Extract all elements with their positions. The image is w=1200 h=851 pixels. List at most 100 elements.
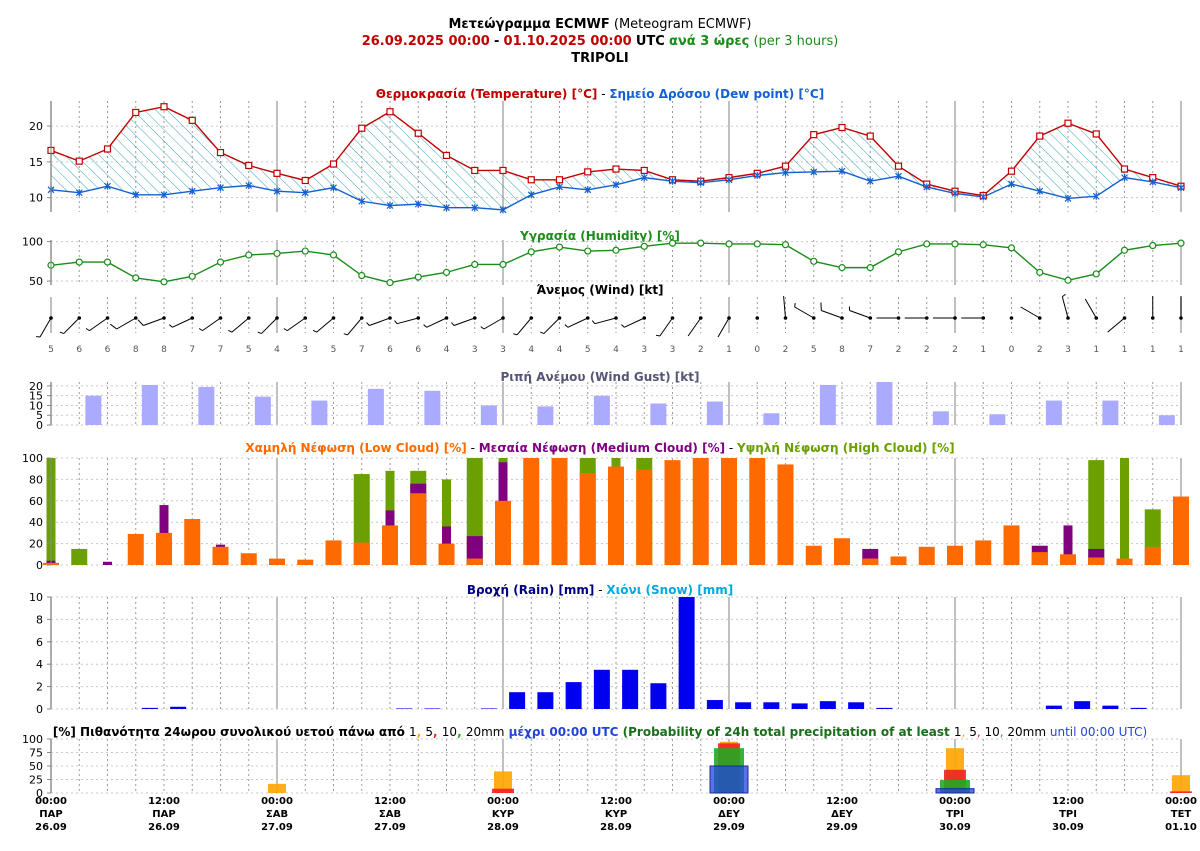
wind-speed-label: 2 xyxy=(698,345,704,355)
x-axis-date: 28.09 xyxy=(600,822,632,833)
wind-barb xyxy=(904,316,929,320)
wind-barb xyxy=(110,316,138,330)
dewpoint-point xyxy=(866,177,874,185)
wind-barb-shaft xyxy=(286,317,306,332)
wind-barb xyxy=(366,316,392,326)
wind-barb-flag xyxy=(540,331,545,335)
wind-barb xyxy=(621,316,647,328)
cloud-y-tick-label: 20 xyxy=(29,538,43,551)
gust-bar xyxy=(254,396,271,425)
low-cloud-bar xyxy=(1116,558,1133,565)
wind-barb xyxy=(961,316,986,320)
probability-y-tick-label: 50 xyxy=(29,760,43,773)
dewpoint-point xyxy=(527,191,535,199)
rain-bar xyxy=(1074,701,1091,709)
gust-bar xyxy=(480,405,497,425)
low-cloud-bar xyxy=(749,458,766,565)
wind-speed-label: 7 xyxy=(867,345,873,355)
humidity-point xyxy=(245,251,253,259)
temperature-point xyxy=(132,108,140,117)
wind-barb-shaft xyxy=(369,317,391,326)
low-cloud-bar xyxy=(353,542,370,565)
date-end: 01.10.2025 00:00 xyxy=(503,34,632,49)
low-cloud-bar xyxy=(269,558,285,565)
probability-bar xyxy=(1170,791,1192,793)
dewpoint-point xyxy=(1064,194,1072,202)
wind-barb-shaft xyxy=(39,317,52,338)
wind-barb xyxy=(85,316,110,332)
cloud-title-part: - xyxy=(467,441,479,455)
x-axis-date: 30.09 xyxy=(939,822,971,833)
wind-barb-shaft xyxy=(794,306,815,319)
probability-title-part: , xyxy=(433,725,442,739)
wind-speed-label: 7 xyxy=(218,345,224,355)
humidity-point xyxy=(414,273,422,281)
wind-barb xyxy=(564,316,590,328)
date-start: 26.09.2025 00:00 xyxy=(361,34,490,49)
cloud-title: Χαμηλή Νέφωση (Low Cloud) [%] - Μεσαία Ν… xyxy=(245,441,954,455)
x-axis-label: 12:00 ΠΑΡ 26.09 xyxy=(148,796,180,833)
cloud-y-tick-label: 40 xyxy=(29,516,43,529)
humidity-point xyxy=(75,258,83,266)
dewpoint-point xyxy=(810,168,818,176)
wind-speed-label: 6 xyxy=(415,345,421,355)
wind-barb xyxy=(876,316,901,320)
dewpoint-point xyxy=(104,182,111,190)
rain-bar xyxy=(1045,705,1062,709)
wind-barb-shaft xyxy=(172,317,193,328)
wind-barb xyxy=(1020,306,1042,320)
humidity-point xyxy=(1120,246,1129,254)
humidity-point xyxy=(103,258,112,266)
dewpoint-point xyxy=(1036,187,1044,195)
wind-barb xyxy=(198,316,223,332)
x-axis-label: 12:00 ΣΑΒ 27.09 xyxy=(374,796,406,833)
humidity-point xyxy=(1036,268,1044,276)
humidity-point xyxy=(668,239,677,247)
low-cloud-bar xyxy=(608,466,624,565)
humidity-point xyxy=(555,243,564,251)
wind-barb-flag xyxy=(137,319,144,326)
low-cloud-bar xyxy=(325,540,342,565)
wind-title: Άνεμος (Wind) [kt] xyxy=(536,283,663,297)
wind-barb xyxy=(591,316,618,325)
probability-bar xyxy=(709,765,749,794)
gust-bar xyxy=(650,403,667,425)
x-axis-label: 00:00 ΤΕΤ 01.10 xyxy=(1165,796,1197,833)
humidity-y-tick-label: 50 xyxy=(29,275,43,288)
wind-barb-flag xyxy=(480,326,485,330)
wind-barb-shaft xyxy=(849,310,871,319)
temperature-point xyxy=(894,162,903,170)
humidity-point xyxy=(442,268,451,276)
precip-y-tick-label: 2 xyxy=(36,681,43,694)
low-cloud-bar xyxy=(466,558,483,565)
temperature-point xyxy=(442,151,451,160)
rain-bar xyxy=(819,701,836,709)
probability-title-part: , xyxy=(1000,725,1008,739)
humidity-point xyxy=(951,240,959,248)
precip-y-tick-label: 6 xyxy=(36,636,43,649)
humidity-point xyxy=(810,257,818,265)
dewpoint-point xyxy=(923,183,931,191)
wind-barb-shaft xyxy=(687,317,702,337)
wind-barb xyxy=(480,316,505,330)
temperature-point xyxy=(329,160,338,168)
gust-bar xyxy=(1158,415,1175,425)
dewpoint-point xyxy=(188,187,196,195)
wind-barb xyxy=(394,316,421,325)
probability-y-tick-label: 75 xyxy=(29,747,43,760)
wind-barb-shaft xyxy=(202,317,221,332)
wind-barb-shaft xyxy=(659,317,673,337)
rain-bar xyxy=(141,707,158,709)
wind-barb xyxy=(283,316,308,332)
rain-bar xyxy=(876,707,893,709)
cloud-title-part: Υψηλή Νέφωση (High Cloud) [%] xyxy=(736,441,955,455)
gust-grid xyxy=(50,382,1182,426)
wind-barb xyxy=(1061,293,1070,320)
gust-bar xyxy=(424,390,441,425)
x-axis-date: 28.09 xyxy=(487,822,519,833)
wind-barb-flag xyxy=(513,333,518,336)
wind-barb xyxy=(1107,316,1127,333)
wind-barb-flag xyxy=(59,331,64,335)
dewpoint-point xyxy=(782,169,789,177)
